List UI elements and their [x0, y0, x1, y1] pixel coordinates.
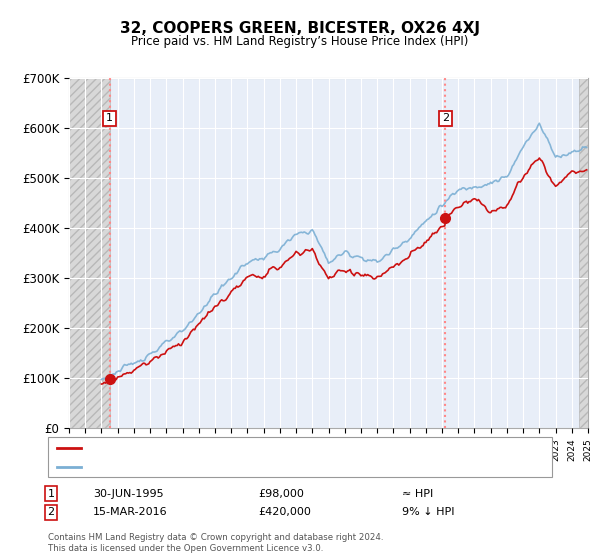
Bar	[69, 78, 110, 428]
Text: 1: 1	[47, 489, 55, 499]
Text: Contains HM Land Registry data © Crown copyright and database right 2024.
This d: Contains HM Land Registry data © Crown c…	[48, 533, 383, 553]
Text: £420,000: £420,000	[258, 507, 311, 517]
Text: 1: 1	[106, 113, 113, 123]
Bar	[578, 78, 588, 428]
Text: £98,000: £98,000	[258, 489, 304, 499]
Text: ≈ HPI: ≈ HPI	[402, 489, 433, 499]
Text: HPI: Average price, detached house, Cherwell: HPI: Average price, detached house, Cher…	[85, 462, 324, 472]
Text: 2: 2	[47, 507, 55, 517]
Text: 32, COOPERS GREEN, BICESTER, OX26 4XJ: 32, COOPERS GREEN, BICESTER, OX26 4XJ	[120, 21, 480, 36]
Text: 30-JUN-1995: 30-JUN-1995	[93, 489, 164, 499]
Text: 32, COOPERS GREEN, BICESTER, OX26 4XJ (detached house): 32, COOPERS GREEN, BICESTER, OX26 4XJ (d…	[85, 443, 401, 453]
Text: 2: 2	[442, 113, 449, 123]
Text: 15-MAR-2016: 15-MAR-2016	[93, 507, 167, 517]
Text: 9% ↓ HPI: 9% ↓ HPI	[402, 507, 455, 517]
Text: Price paid vs. HM Land Registry’s House Price Index (HPI): Price paid vs. HM Land Registry’s House …	[131, 35, 469, 48]
